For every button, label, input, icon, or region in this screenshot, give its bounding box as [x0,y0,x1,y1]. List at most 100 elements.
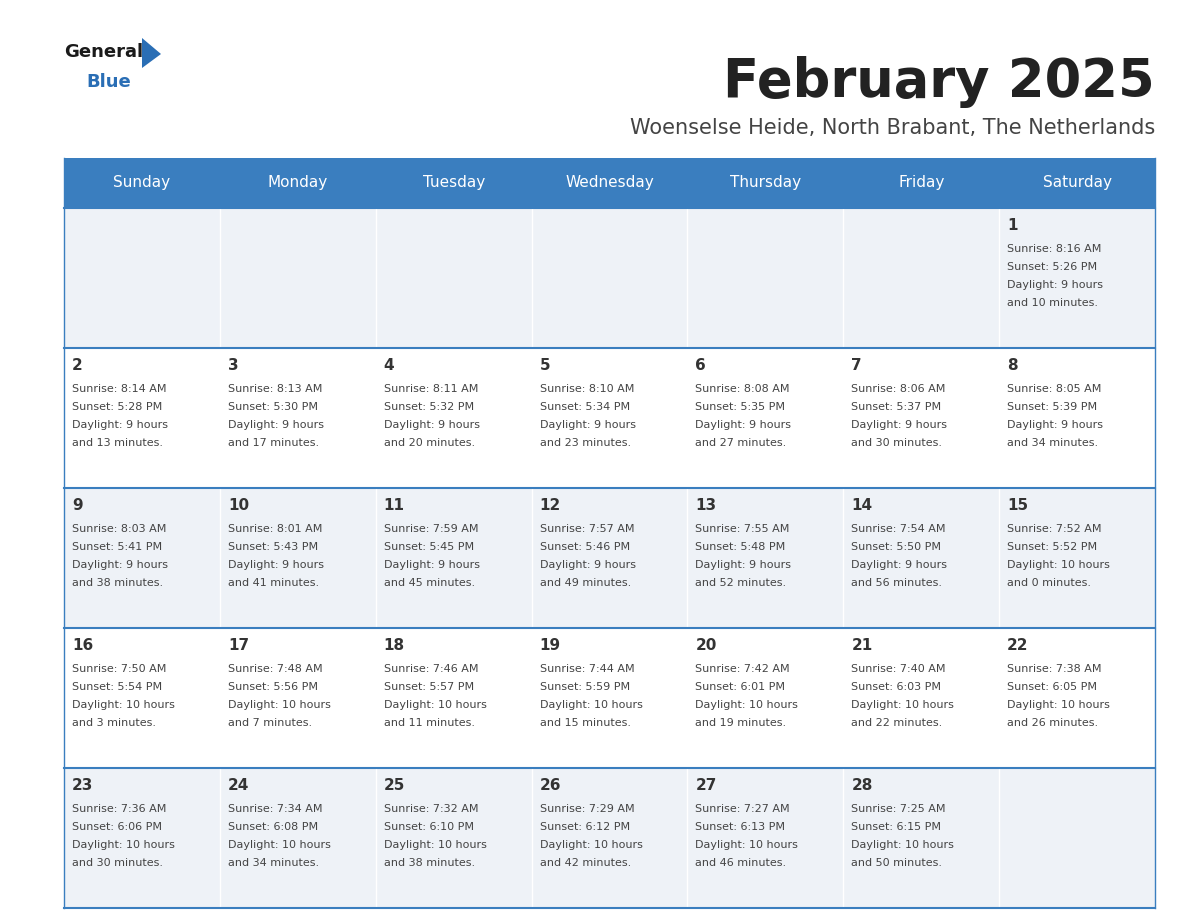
Text: 11: 11 [384,498,405,513]
Text: Daylight: 9 hours: Daylight: 9 hours [1007,280,1104,290]
Text: Sunset: 5:50 PM: Sunset: 5:50 PM [852,542,941,552]
Text: Sunset: 5:46 PM: Sunset: 5:46 PM [539,542,630,552]
Text: Daylight: 9 hours: Daylight: 9 hours [384,560,480,570]
Text: Daylight: 10 hours: Daylight: 10 hours [228,840,330,850]
Text: 8: 8 [1007,358,1018,373]
Text: Daylight: 9 hours: Daylight: 9 hours [72,560,168,570]
Text: 28: 28 [852,778,873,793]
Text: Sunset: 6:05 PM: Sunset: 6:05 PM [1007,682,1098,692]
Bar [64,158,220,208]
Text: and 10 minutes.: and 10 minutes. [1007,298,1098,308]
Text: Monday: Monday [267,175,328,191]
Text: Sunset: 5:56 PM: Sunset: 5:56 PM [228,682,318,692]
Text: Daylight: 9 hours: Daylight: 9 hours [852,560,947,570]
Text: Sunrise: 7:59 AM: Sunrise: 7:59 AM [384,524,479,534]
Text: Sunrise: 7:55 AM: Sunrise: 7:55 AM [695,524,790,534]
Text: Daylight: 9 hours: Daylight: 9 hours [852,420,947,430]
Text: Daylight: 9 hours: Daylight: 9 hours [539,560,636,570]
Bar [64,208,1155,348]
Text: Sunset: 6:10 PM: Sunset: 6:10 PM [384,822,474,832]
Text: Sunrise: 7:48 AM: Sunrise: 7:48 AM [228,664,322,674]
Text: 21: 21 [852,638,872,653]
Text: and 20 minutes.: and 20 minutes. [384,438,475,448]
Text: Daylight: 9 hours: Daylight: 9 hours [539,420,636,430]
Text: Sunset: 5:39 PM: Sunset: 5:39 PM [1007,402,1098,412]
Text: 20: 20 [695,638,716,653]
Text: Sunrise: 7:29 AM: Sunrise: 7:29 AM [539,804,634,814]
Text: Daylight: 9 hours: Daylight: 9 hours [72,420,168,430]
Text: Sunset: 5:52 PM: Sunset: 5:52 PM [1007,542,1098,552]
Text: and 46 minutes.: and 46 minutes. [695,858,786,868]
Text: 5: 5 [539,358,550,373]
Text: Sunset: 6:06 PM: Sunset: 6:06 PM [72,822,162,832]
Text: Sunrise: 7:25 AM: Sunrise: 7:25 AM [852,804,946,814]
Text: Daylight: 10 hours: Daylight: 10 hours [539,700,643,710]
Text: 25: 25 [384,778,405,793]
Text: Sunrise: 7:38 AM: Sunrise: 7:38 AM [1007,664,1101,674]
Text: 10: 10 [228,498,249,513]
Text: and 49 minutes.: and 49 minutes. [539,578,631,588]
Text: and 17 minutes.: and 17 minutes. [228,438,320,448]
Bar [64,768,1155,908]
Text: Sunset: 6:12 PM: Sunset: 6:12 PM [539,822,630,832]
Text: Daylight: 9 hours: Daylight: 9 hours [228,420,324,430]
Text: and 0 minutes.: and 0 minutes. [1007,578,1091,588]
Text: Sunrise: 8:13 AM: Sunrise: 8:13 AM [228,384,322,394]
Text: Daylight: 10 hours: Daylight: 10 hours [695,700,798,710]
Text: Sunrise: 7:42 AM: Sunrise: 7:42 AM [695,664,790,674]
Text: and 45 minutes.: and 45 minutes. [384,578,475,588]
Text: Sunrise: 7:54 AM: Sunrise: 7:54 AM [852,524,946,534]
Bar [531,158,688,208]
Text: and 42 minutes.: and 42 minutes. [539,858,631,868]
Text: Sunset: 5:54 PM: Sunset: 5:54 PM [72,682,162,692]
Text: Sunrise: 8:05 AM: Sunrise: 8:05 AM [1007,384,1101,394]
Text: and 38 minutes.: and 38 minutes. [72,578,163,588]
Text: Sunset: 5:35 PM: Sunset: 5:35 PM [695,402,785,412]
Text: 22: 22 [1007,638,1029,653]
Text: Sunrise: 7:57 AM: Sunrise: 7:57 AM [539,524,634,534]
Text: and 30 minutes.: and 30 minutes. [72,858,163,868]
Bar [220,158,375,208]
Text: and 27 minutes.: and 27 minutes. [695,438,786,448]
Text: Sunset: 6:01 PM: Sunset: 6:01 PM [695,682,785,692]
Text: and 3 minutes.: and 3 minutes. [72,718,156,728]
Text: and 7 minutes.: and 7 minutes. [228,718,312,728]
Text: Sunrise: 7:27 AM: Sunrise: 7:27 AM [695,804,790,814]
Text: Sunrise: 8:16 AM: Sunrise: 8:16 AM [1007,244,1101,254]
Text: 17: 17 [228,638,249,653]
Text: Daylight: 10 hours: Daylight: 10 hours [852,700,954,710]
Text: 13: 13 [695,498,716,513]
Text: Friday: Friday [898,175,944,191]
Text: Sunset: 6:15 PM: Sunset: 6:15 PM [852,822,941,832]
Text: Sunrise: 8:03 AM: Sunrise: 8:03 AM [72,524,166,534]
Text: Sunset: 6:08 PM: Sunset: 6:08 PM [228,822,318,832]
Text: Sunset: 6:03 PM: Sunset: 6:03 PM [852,682,941,692]
Text: 19: 19 [539,638,561,653]
Text: 18: 18 [384,638,405,653]
Bar [64,628,1155,768]
Polygon shape [143,38,162,68]
Text: and 13 minutes.: and 13 minutes. [72,438,163,448]
Text: and 50 minutes.: and 50 minutes. [852,858,942,868]
Text: 24: 24 [228,778,249,793]
Bar [843,158,999,208]
Text: Daylight: 10 hours: Daylight: 10 hours [228,700,330,710]
Text: and 22 minutes.: and 22 minutes. [852,718,942,728]
Text: Sunset: 5:37 PM: Sunset: 5:37 PM [852,402,941,412]
Text: Sunset: 5:26 PM: Sunset: 5:26 PM [1007,262,1098,272]
Text: Sunrise: 8:11 AM: Sunrise: 8:11 AM [384,384,478,394]
Text: Sunset: 5:43 PM: Sunset: 5:43 PM [228,542,318,552]
Bar [999,158,1155,208]
Text: and 30 minutes.: and 30 minutes. [852,438,942,448]
Text: Wednesday: Wednesday [565,175,653,191]
Text: Sunset: 5:32 PM: Sunset: 5:32 PM [384,402,474,412]
Text: Blue: Blue [86,73,131,91]
Text: 6: 6 [695,358,706,373]
Text: and 41 minutes.: and 41 minutes. [228,578,320,588]
Text: and 15 minutes.: and 15 minutes. [539,718,631,728]
Text: Sunrise: 7:36 AM: Sunrise: 7:36 AM [72,804,166,814]
Text: Sunrise: 7:44 AM: Sunrise: 7:44 AM [539,664,634,674]
Text: Sunset: 5:30 PM: Sunset: 5:30 PM [228,402,318,412]
Text: Sunset: 5:28 PM: Sunset: 5:28 PM [72,402,163,412]
Text: 3: 3 [228,358,239,373]
